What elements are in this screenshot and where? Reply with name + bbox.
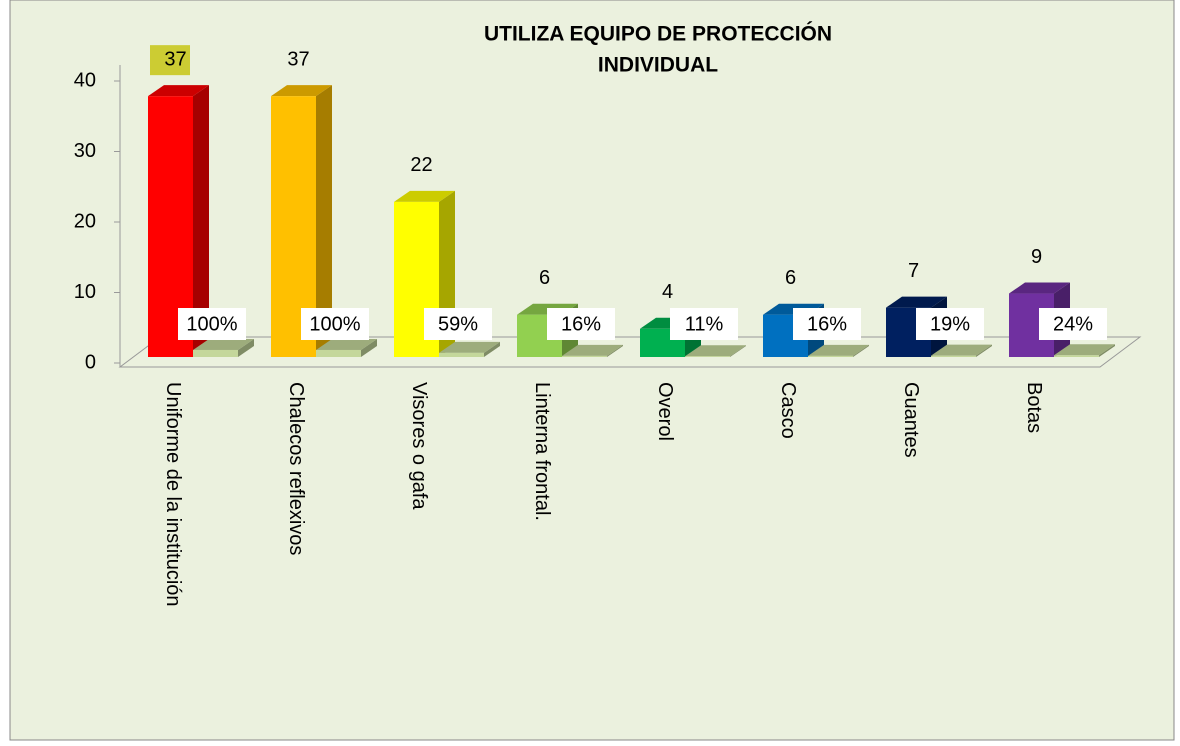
percent-label: 24% [1053,313,1093,335]
percent-bar-side [976,344,992,357]
bar-side [316,85,332,358]
percent-label: 100% [309,313,360,335]
percent-label: 11% [685,313,724,335]
percent-bar [193,349,238,357]
bar-side [193,85,209,358]
percent-label: 59% [438,313,478,335]
percent-bar-top [931,344,992,356]
x-tick-label: Linterna frontal. [531,382,553,521]
percent-bar-side [730,345,746,357]
percent-bar-side [361,338,377,357]
x-tick-label: Guantes [900,382,922,458]
percent-bar [685,356,730,357]
percent-bar-top [1054,344,1115,356]
percent-bar [562,355,607,357]
label-highlight [150,45,190,76]
percent-label-box [301,308,369,340]
percent-label-box [424,308,492,340]
value-label: 9 [1031,246,1042,268]
value-label: 6 [539,267,550,289]
percent-label-box [178,308,246,340]
percent-label: 100% [186,313,237,335]
floor [118,336,1142,368]
percent-bar-side [484,341,500,357]
percent-bar-top [808,344,869,356]
percent-bar [931,355,976,357]
value-label: 6 [785,267,796,289]
value-label: 22 [410,154,432,176]
y-tick-label: 20 [74,210,96,232]
percent-bar-top [562,344,623,356]
y-tick-label: 30 [74,140,96,162]
bar-top [394,190,455,202]
x-tick-label: Overol [654,382,676,441]
x-tick-label: Chalecos reflexivos [285,382,307,555]
percent-label-box [547,308,615,340]
percent-label-box [916,308,984,340]
value-label: 37 [164,48,186,70]
bar-top [271,85,332,97]
percent-bar-top [193,338,254,350]
percent-label-box [793,308,861,340]
value-label: 7 [908,260,919,282]
percent-bar-side [1099,344,1115,357]
percent-bar-side [853,344,869,357]
bar-top [148,85,209,97]
y-tick-label: 0 [85,351,96,373]
percent-bar [808,355,853,357]
x-tick-label: Uniforme de la institución [162,382,184,607]
percent-label: 19% [930,313,970,335]
percent-bar-top [316,338,377,350]
bar-top [886,296,947,308]
x-tick-label: Visores o gafa [408,382,430,510]
percent-bar [316,349,361,357]
percent-bar-side [607,344,623,357]
percent-label-box [1039,308,1107,340]
chart-title: UTILIZA EQUIPO DE PROTECCIÓN [484,22,832,46]
y-tick-label: 10 [74,281,96,303]
percent-bar-side [238,338,254,357]
x-tick-label: Casco [777,382,799,439]
percent-bar [1054,355,1099,357]
percent-bar-top [439,341,500,353]
chart-title: INDIVIDUAL [598,54,718,77]
percent-label-box [670,308,738,340]
percent-label: 16% [807,313,847,335]
percent-bar-top [685,345,746,357]
bar-top [1009,282,1070,294]
percent-bar [439,352,484,357]
x-tick-label: Botas [1023,382,1045,433]
value-label: 37 [287,48,309,70]
y-tick-label: 40 [74,69,96,91]
value-label: 4 [662,281,673,303]
percent-label: 16% [561,313,601,335]
